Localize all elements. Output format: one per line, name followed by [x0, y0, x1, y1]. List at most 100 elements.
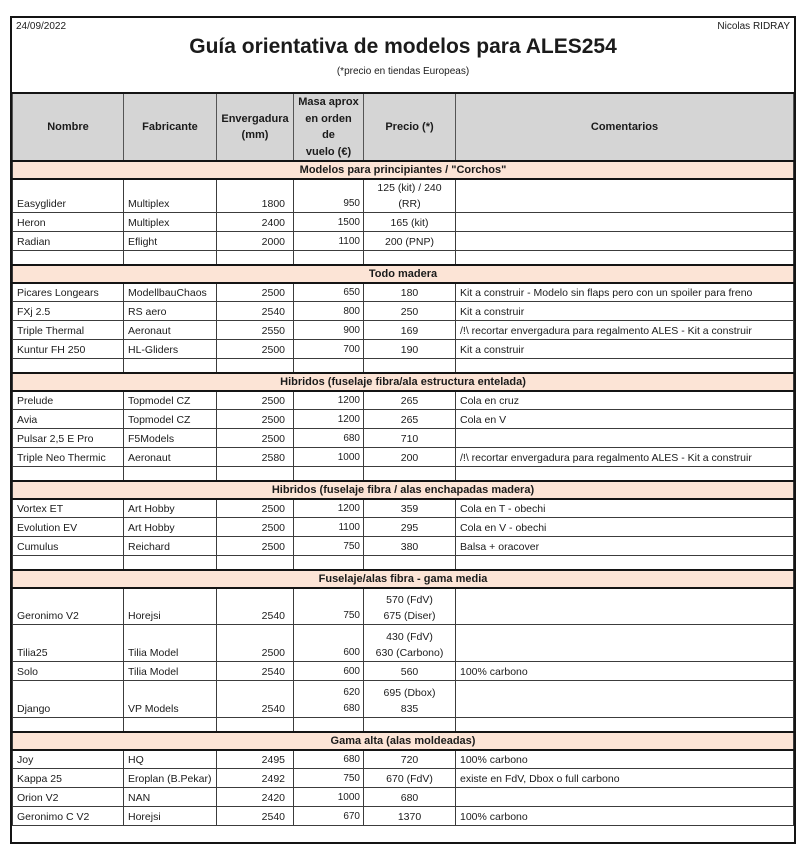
footer-strip-row — [12, 825, 794, 842]
empty-cell — [12, 358, 124, 373]
section-header: Modelos para principiantes / "Corchos" — [12, 160, 794, 180]
cell-precio: 710 — [363, 428, 456, 448]
cell-precio: 570 (FdV) 675 (Diser) — [363, 587, 456, 625]
cell-precio: 265 — [363, 409, 456, 429]
document-author: Nicolas RIDRAY — [717, 21, 790, 32]
table-row: Solo Tilia Model 2540 600 560 100% carbo… — [12, 661, 794, 681]
table-row: Pulsar 2,5 E Pro F5Models 2500 680 710 — [12, 428, 794, 448]
section-header: Gama alta (alas moldeadas) — [12, 730, 794, 751]
cell-masa: 1100 — [293, 231, 364, 251]
cell-envergadura: 2495 — [216, 749, 294, 769]
empty-cell — [12, 555, 124, 570]
cell-envergadura: 2500 — [216, 498, 294, 518]
cell-comentarios — [455, 212, 794, 232]
footer-strip — [12, 825, 794, 842]
cell-precio: 169 — [363, 320, 456, 340]
cell-nombre: Heron — [12, 212, 124, 232]
cell-comentarios: existe en FdV, Dbox o full carbono — [455, 768, 794, 788]
cell-masa: 1200 — [293, 498, 364, 518]
spacer-row — [12, 358, 794, 373]
cell-comentarios — [455, 587, 794, 625]
table-row: Vortex ET Art Hobby 2500 1200 359 Cola e… — [12, 498, 794, 518]
cell-fabricante: Tilia Model — [123, 624, 217, 662]
spacer-row — [12, 250, 794, 265]
cell-comentarios — [455, 787, 794, 807]
cell-nombre: Kappa 25 — [12, 768, 124, 788]
models-table: Nombre Fabricante Envergadura (mm) Masa … — [12, 92, 794, 842]
empty-cell — [363, 717, 456, 732]
cell-comentarios: Cola en T - obechi — [455, 498, 794, 518]
page-subtitle: (*precio en tiendas Europeas) — [336, 66, 470, 77]
cell-precio: 670 (FdV) — [363, 768, 456, 788]
cell-masa: 650 — [293, 282, 364, 302]
empty-cell — [363, 466, 456, 481]
empty-cell — [216, 358, 294, 373]
cell-comentarios: Kit a construir - Modelo sin flaps pero … — [455, 282, 794, 302]
cell-comentarios: 100% carbono — [455, 806, 794, 826]
cell-nombre: FXj 2.5 — [12, 301, 124, 321]
cell-precio: 190 — [363, 339, 456, 359]
cell-envergadura: 2540 — [216, 680, 294, 718]
cell-fabricante: Multiplex — [123, 178, 217, 213]
empty-cell — [455, 250, 794, 265]
cell-fabricante: Aeronaut — [123, 320, 217, 340]
cell-fabricante: VP Models — [123, 680, 217, 718]
table-row: Heron Multiplex 2400 1500 165 (kit) — [12, 212, 794, 232]
cell-envergadura: 2492 — [216, 768, 294, 788]
column-header-precio: Precio (*) — [363, 92, 456, 162]
table-row: Radian Eflight 2000 1100 200 (PNP) — [12, 231, 794, 251]
table-row: Cumulus Reichard 2500 750 380 Balsa + or… — [12, 536, 794, 556]
cell-nombre: Vortex ET — [12, 498, 124, 518]
cell-fabricante: Eflight — [123, 231, 217, 251]
cell-precio: 430 (FdV) 630 (Carbono) — [363, 624, 456, 662]
title-zone: 24/09/2022 Nicolas RIDRAY Guía orientati… — [12, 18, 794, 92]
empty-cell — [123, 717, 217, 732]
empty-cell — [455, 466, 794, 481]
cell-fabricante: Multiplex — [123, 212, 217, 232]
cell-precio: 165 (kit) — [363, 212, 456, 232]
cell-masa: 950 — [293, 178, 364, 213]
cell-fabricante: F5Models — [123, 428, 217, 448]
cell-comentarios: /!\ recortar envergadura para regalmento… — [455, 320, 794, 340]
cell-nombre: Solo — [12, 661, 124, 681]
cell-fabricante: Tilia Model — [123, 661, 217, 681]
spacer-row — [12, 555, 794, 570]
cell-masa: 750 — [293, 536, 364, 556]
cell-masa: 680 — [293, 749, 364, 769]
cell-nombre: Orion V2 — [12, 787, 124, 807]
cell-fabricante: ModellbauChaos — [123, 282, 217, 302]
cell-masa: 800 — [293, 301, 364, 321]
empty-cell — [363, 358, 456, 373]
table-row: FXj 2.5 RS aero 2540 800 250 Kit a const… — [12, 301, 794, 321]
empty-cell — [293, 555, 364, 570]
cell-envergadura: 2500 — [216, 536, 294, 556]
empty-cell — [363, 555, 456, 570]
cell-nombre: Triple Thermal — [12, 320, 124, 340]
cell-precio: 720 — [363, 749, 456, 769]
cell-comentarios — [455, 680, 794, 718]
cell-precio: 125 (kit) / 240 (RR) — [363, 178, 456, 213]
cell-precio: 359 — [363, 498, 456, 518]
cell-fabricante: Topmodel CZ — [123, 409, 217, 429]
cell-envergadura: 2000 — [216, 231, 294, 251]
column-header-fabricante: Fabricante — [123, 92, 217, 162]
cell-comentarios: Kit a construir — [455, 339, 794, 359]
cell-precio: 560 — [363, 661, 456, 681]
empty-cell — [216, 466, 294, 481]
table-row: Orion V2 NAN 2420 1000 680 — [12, 787, 794, 807]
cell-masa: 670 — [293, 806, 364, 826]
cell-envergadura: 2580 — [216, 447, 294, 467]
cell-nombre: Kuntur FH 250 — [12, 339, 124, 359]
empty-cell — [293, 250, 364, 265]
cell-comentarios — [455, 624, 794, 662]
empty-cell — [216, 555, 294, 570]
cell-comentarios: Cola en V — [455, 409, 794, 429]
document-date: 24/09/2022 — [16, 21, 67, 32]
cell-comentarios: Cola en V - obechi — [455, 517, 794, 537]
empty-cell — [455, 358, 794, 373]
cell-masa: 1200 — [293, 390, 364, 410]
cell-fabricante: Eroplan (B.Pekar) — [123, 768, 217, 788]
cell-envergadura: 2540 — [216, 806, 294, 826]
cell-nombre: Evolution EV — [12, 517, 124, 537]
table-row: Easyglider Multiplex 1800 950 125 (kit) … — [12, 178, 794, 213]
